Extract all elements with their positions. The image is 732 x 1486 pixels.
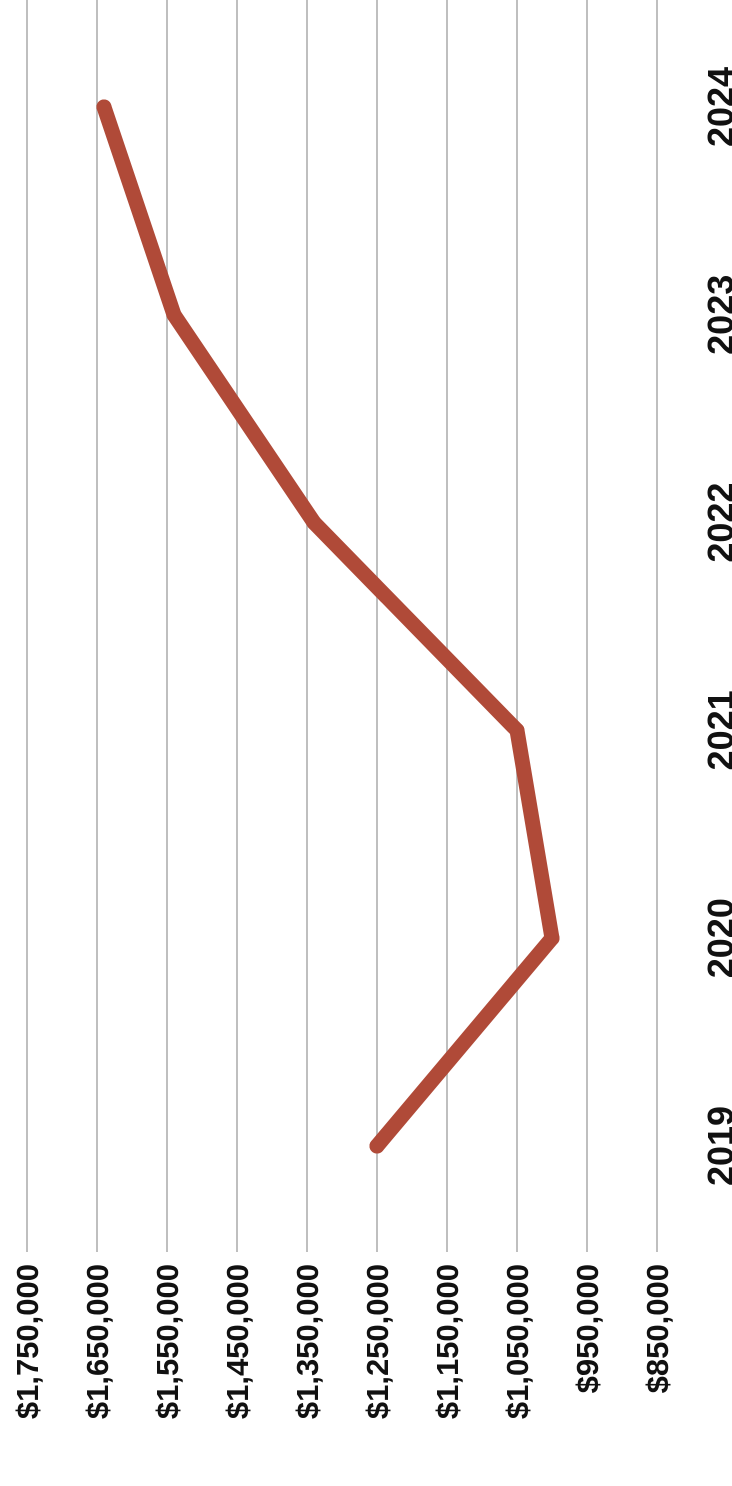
- series-line: [96, 99, 560, 1154]
- x-axis-tick-labels: 2019 2020 2021 2022 2023 2024: [700, 67, 732, 1186]
- x-tick-label: 2021: [700, 690, 732, 770]
- y-tick-label: $1,550,000: [150, 1264, 185, 1419]
- y-axis-tick-labels: $1,750,000 $1,650,000 $1,550,000 $1,450,000…: [10, 1264, 675, 1419]
- y-tick-label: $1,750,000: [10, 1264, 45, 1419]
- gridlines: [26, 0, 658, 1252]
- x-tick-label: 2019: [700, 1106, 732, 1186]
- x-tick-label: 2023: [700, 275, 732, 355]
- series-layer: [96, 99, 560, 1154]
- y-tick-label: $1,450,000: [220, 1264, 255, 1419]
- y-tick-label: $1,350,000: [290, 1264, 325, 1419]
- y-tick-label: $850,000: [640, 1264, 675, 1393]
- data-point: [96, 99, 112, 115]
- y-tick-label: $1,150,000: [430, 1264, 465, 1419]
- y-tick-label: $1,050,000: [500, 1264, 535, 1419]
- data-point: [306, 515, 322, 531]
- data-point: [509, 722, 525, 738]
- data-point: [166, 307, 182, 323]
- y-tick-label: $1,250,000: [360, 1264, 395, 1419]
- data-point: [544, 930, 560, 946]
- y-tick-label: $950,000: [570, 1264, 605, 1393]
- x-tick-label: 2024: [700, 67, 732, 147]
- data-point: [369, 1138, 385, 1154]
- x-tick-label: 2020: [700, 898, 732, 978]
- y-tick-label: $1,650,000: [80, 1264, 115, 1419]
- x-tick-label: 2022: [700, 483, 732, 563]
